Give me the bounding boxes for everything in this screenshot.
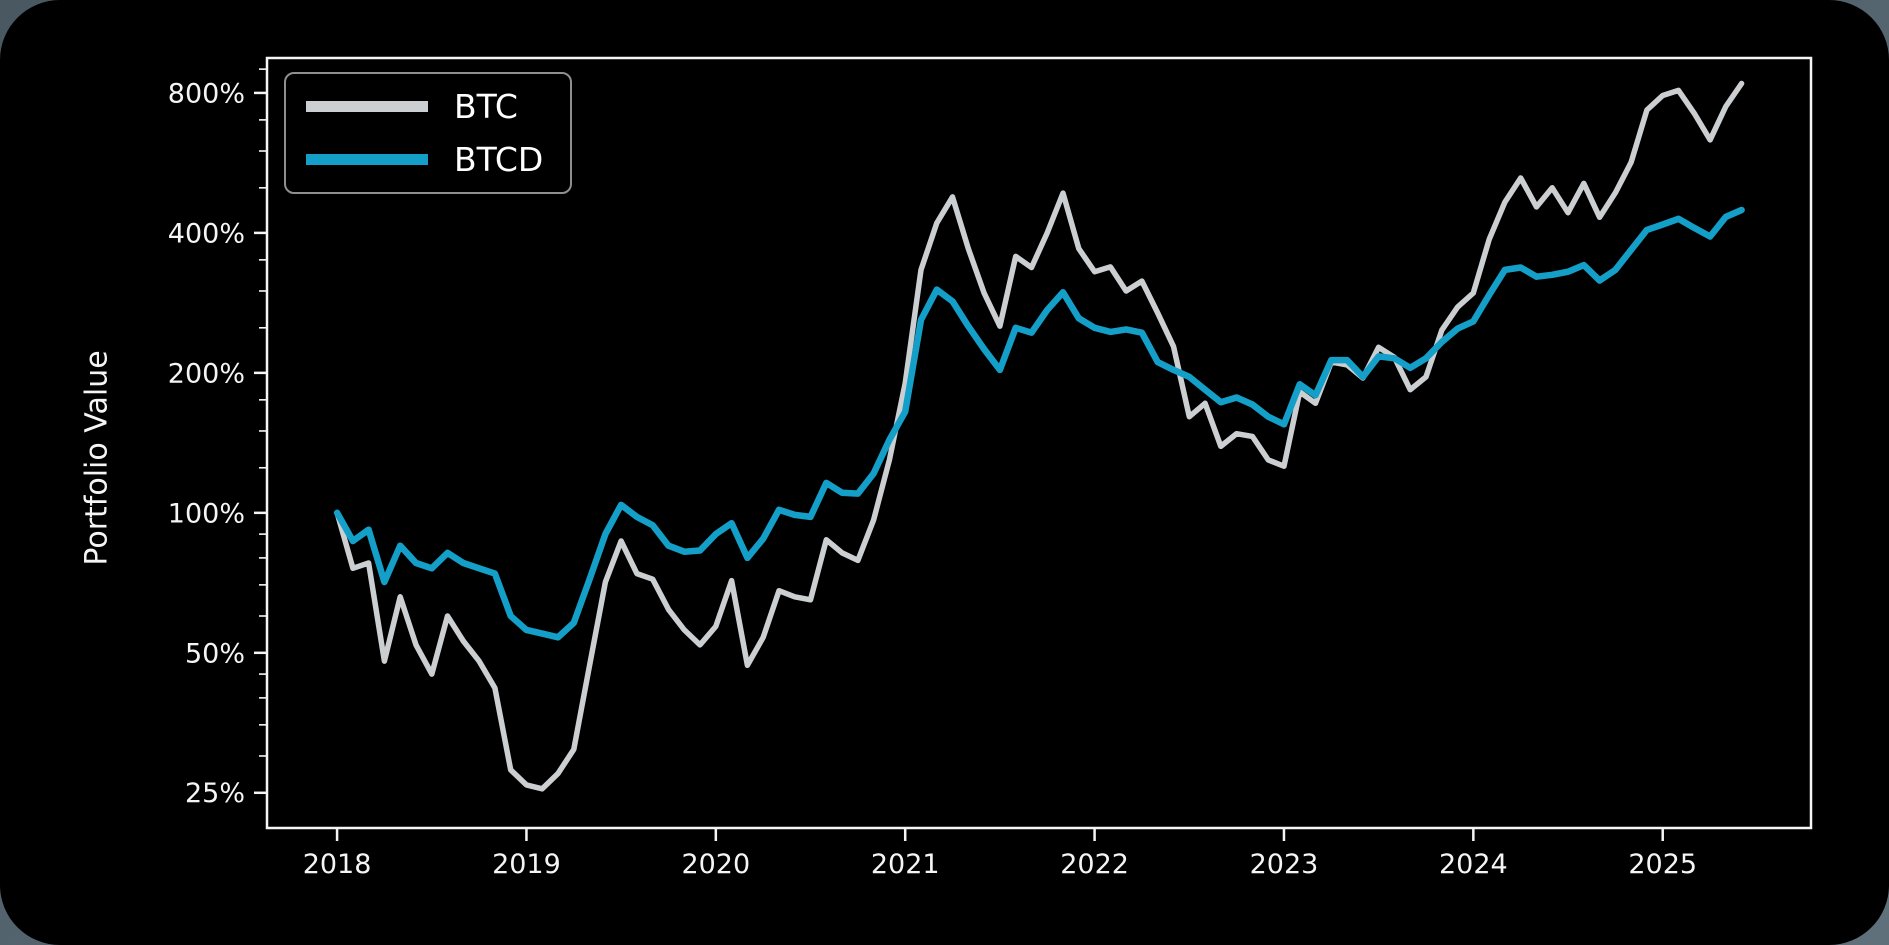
x-tick-label: 2021	[871, 849, 940, 880]
legend-swatch-btcd	[306, 154, 428, 165]
y-tick-label: 50%	[185, 638, 245, 669]
y-axis-title: Portfolio Value	[79, 350, 115, 566]
legend-label-btc: BTC	[454, 87, 518, 126]
y-tick-label: 100%	[168, 498, 245, 529]
x-tick-label: 2024	[1439, 849, 1508, 880]
x-tick-label: 2018	[303, 849, 372, 880]
legend-item-btcd: BTCD	[306, 143, 556, 176]
x-tick-label: 2019	[492, 849, 561, 880]
y-tick-label: 200%	[168, 358, 245, 389]
series-line-BTCD	[333, 206, 1745, 641]
legend: BTC BTCD	[284, 72, 572, 194]
legend-label-btcd: BTCD	[454, 140, 544, 179]
series-line-BTC	[334, 80, 1745, 792]
y-tick-label: 400%	[168, 218, 245, 249]
x-tick-label: 2020	[681, 849, 750, 880]
legend-item-btc: BTC	[306, 90, 556, 123]
x-tick-label: 2023	[1250, 849, 1319, 880]
y-tick-label: 800%	[168, 78, 245, 109]
x-tick-label: 2025	[1628, 849, 1697, 880]
y-tick-label: 25%	[185, 778, 245, 809]
plot-border	[265, 56, 1813, 830]
legend-swatch-btc	[306, 101, 428, 112]
x-tick-label: 2022	[1060, 849, 1129, 880]
